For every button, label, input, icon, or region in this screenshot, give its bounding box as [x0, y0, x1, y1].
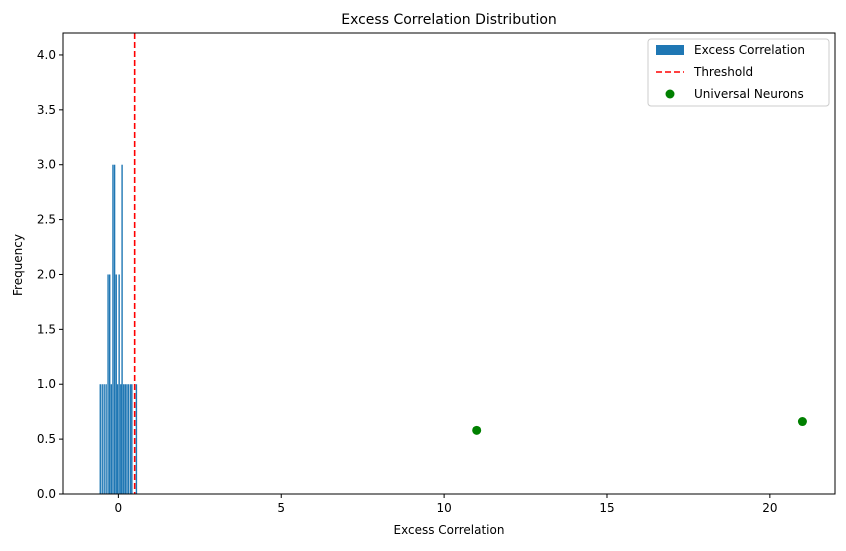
x-axis-label: Excess Correlation	[394, 523, 505, 537]
bar-7	[112, 164, 114, 494]
bar-12	[120, 384, 122, 494]
bar-0	[99, 384, 101, 494]
y-tick-label-2: 1.0	[37, 377, 56, 391]
bar-18	[129, 384, 132, 494]
y-axis-label: Frequency	[11, 234, 25, 296]
legend-box	[647, 38, 830, 107]
bar-17	[127, 384, 130, 494]
y-tick-label-3: 1.5	[37, 322, 56, 336]
plot-area	[99, 33, 807, 494]
bar-3	[105, 384, 107, 494]
legend-swatch-point	[665, 89, 675, 99]
x-tick-label-4: 20	[762, 501, 777, 515]
y-tick-label-1: 0.5	[37, 432, 56, 446]
bar-10	[116, 384, 119, 494]
bar-20	[135, 384, 138, 494]
chart-title: Excess Correlation Distribution	[341, 12, 557, 28]
bar-5	[109, 274, 111, 494]
bar-19	[131, 384, 133, 494]
x-tick-label-1: 5	[277, 501, 285, 515]
bar-14	[123, 384, 125, 494]
bar-11	[118, 274, 120, 494]
bar-6	[110, 384, 113, 494]
bar-13	[121, 164, 123, 494]
y-tick-label-5: 2.5	[37, 213, 56, 227]
bar-4	[107, 274, 109, 494]
x-tick-label-0: 0	[115, 501, 123, 515]
legend-label-2: Universal Neurons	[694, 87, 804, 101]
axes-frame	[62, 32, 836, 495]
bar-15	[124, 384, 127, 494]
y-axis: 0.0 0.5 1.0 1.5 2.0 2.5 3.0 3.5 4.0	[37, 48, 63, 501]
bar-16	[126, 384, 128, 494]
legend: Excess Correlation Threshold Universal Neu…	[647, 38, 830, 107]
bar-9	[115, 274, 117, 494]
legend-label-1: Threshold	[693, 65, 753, 79]
legend-label-0: Excess Correlation	[694, 43, 805, 57]
universal-neuron-point-1	[797, 417, 807, 427]
bar-1	[101, 384, 103, 494]
y-tick-label-6: 3.0	[37, 158, 56, 172]
y-tick-label-0: 0.0	[37, 487, 56, 501]
x-tick-label-3: 15	[599, 501, 614, 515]
bar-2	[103, 384, 105, 494]
bar-8	[113, 164, 116, 494]
y-tick-label-7: 3.5	[37, 103, 56, 117]
y-tick-label-8: 4.0	[37, 48, 56, 62]
x-tick-label-2: 10	[436, 501, 451, 515]
x-axis: 0 5 10 15 20	[115, 494, 777, 515]
legend-swatch-bar	[656, 45, 684, 55]
universal-neuron-point-0	[472, 425, 482, 435]
y-tick-label-4: 2.0	[37, 267, 56, 281]
